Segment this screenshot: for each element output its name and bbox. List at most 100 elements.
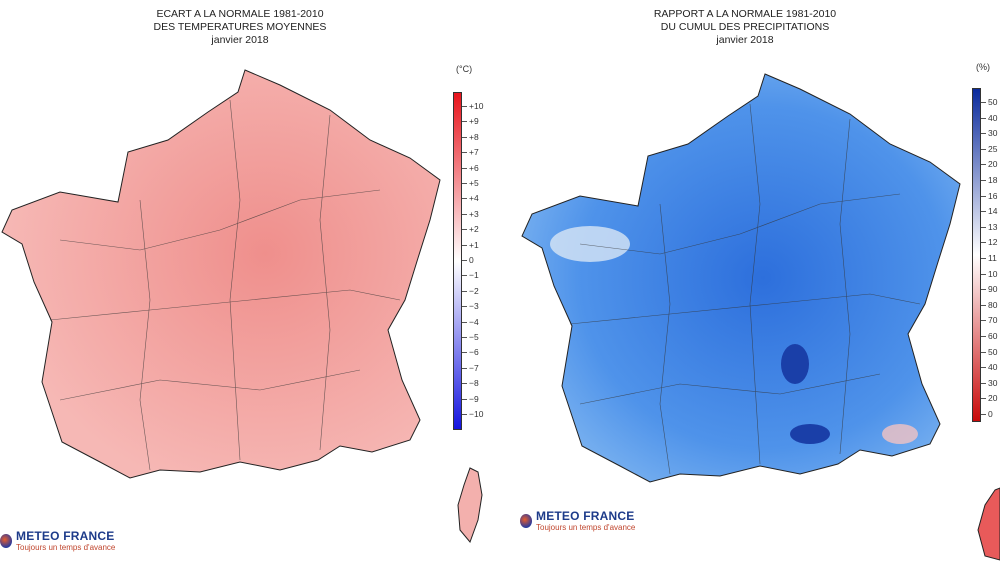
legend-tick [462,167,467,169]
legend-label: −3 [469,301,479,312]
meteo-france-logo-icon [0,534,12,548]
legend-label: 16 [988,190,998,201]
title-line: janvier 2018 [211,34,269,46]
legend-tick [462,121,467,123]
right-map-title: RAPPORT A LA NORMALE 1981-2010 DU CUMUL … [595,8,895,47]
legend-label: 14 [988,206,998,217]
legend-label: −6 [469,347,479,358]
legend-label: −1 [469,270,479,281]
legend-tick [981,195,986,197]
legend-tick [981,336,986,337]
legend-label: +5 [469,178,479,188]
legend-label: 30 [988,128,998,139]
meteo-france-logo-left: METEO FRANCE Toujours un temps d'avance [0,530,115,552]
legend-tick [981,164,986,166]
legend-label: +6 [469,162,479,173]
department-borders [49,99,401,471]
legend-label: +10 [469,101,484,111]
legend-label: −9 [469,393,479,404]
legend-tick [981,320,986,322]
legend-tick [981,398,986,400]
legend-tick [462,337,467,338]
legend-label: 50 [988,346,998,357]
legend-tick [981,367,986,369]
meteo-france-logo-icon [520,514,532,528]
legend-label: +2 [469,224,479,235]
right-legend-unit: (%) [976,62,990,72]
legend-tick [462,152,467,154]
legend-tick [981,258,986,259]
legend-label: 0 [988,409,993,419]
logo-name: METEO FRANCE [536,509,635,523]
title-line: janvier 2018 [716,34,774,46]
legend-label: 10 [988,268,998,279]
legend-label: 20 [988,393,998,404]
title-line: DU CUMUL DES PRECIPITATIONS [660,21,830,33]
legend-label: 0 [469,255,474,265]
corsica-right [977,487,1000,561]
legend-label: 25 [988,143,998,154]
legend-tick [462,229,467,231]
legend-label: −7 [469,362,479,373]
legend-tick [462,275,467,277]
legend-label: 40 [988,362,998,373]
legend-tick [462,383,467,385]
legend-label: +3 [469,208,479,219]
precipitation-ratio-map [521,73,961,483]
legend-tick [981,102,986,103]
legend-tick [462,213,467,215]
legend-label: 30 [988,377,998,388]
legend-label: −4 [469,316,479,327]
legend-tick [462,321,467,323]
legend-label: +7 [469,147,479,158]
legend-label: +8 [469,131,479,142]
legend-label: −5 [469,332,479,342]
legend-tick [981,211,986,213]
legend-label: 90 [988,284,998,295]
legend-tick [981,273,986,275]
legend-tick [981,117,986,119]
legend-label: 50 [988,97,998,107]
legend-tick [981,304,986,306]
legend-tick [981,289,986,291]
title-line: DES TEMPERATURES MOYENNES [153,21,327,33]
legend-tick [462,260,467,261]
legend-label: −10 [469,409,484,419]
legend-tick [462,106,467,107]
temperature-anomaly-map [1,69,483,543]
left-legend-unit: (°C) [456,64,473,74]
legend-label: 13 [988,221,998,232]
legend-label: +9 [469,116,479,127]
legend-label: 11 [988,253,997,263]
legend-label: +4 [469,193,479,204]
legend-tick [981,414,986,415]
legend-label: 80 [988,299,998,310]
legend-tick [981,180,986,181]
logo-name: METEO FRANCE [16,529,115,543]
meteo-france-logo-right: METEO FRANCE Toujours un temps d'avance [520,510,635,532]
legend-tick [981,351,986,353]
legend-label: 70 [988,315,998,326]
legend-tick [462,367,467,369]
legend-label: −2 [469,285,479,296]
legend-tick [981,242,986,244]
legend-tick [981,148,986,150]
legend-label: 40 [988,112,998,123]
department-borders [569,103,921,475]
legend-tick [981,133,986,135]
legend-tick [462,352,467,354]
legend-label: +1 [469,239,479,250]
precipitation-colorbar [972,88,981,422]
legend-label: 60 [988,331,998,341]
legend-label: 12 [988,237,998,248]
logo-tagline: Toujours un temps d'avance [16,543,116,552]
legend-label: 20 [988,159,998,170]
legend-tick [462,136,467,138]
legend-tick [462,183,467,184]
legend-tick [462,244,467,246]
legend-tick [981,382,986,384]
title-line: ECART A LA NORMALE 1981-2010 [156,8,324,20]
legend-tick [462,398,467,400]
legend-tick [462,414,467,415]
legend-tick [462,306,467,308]
